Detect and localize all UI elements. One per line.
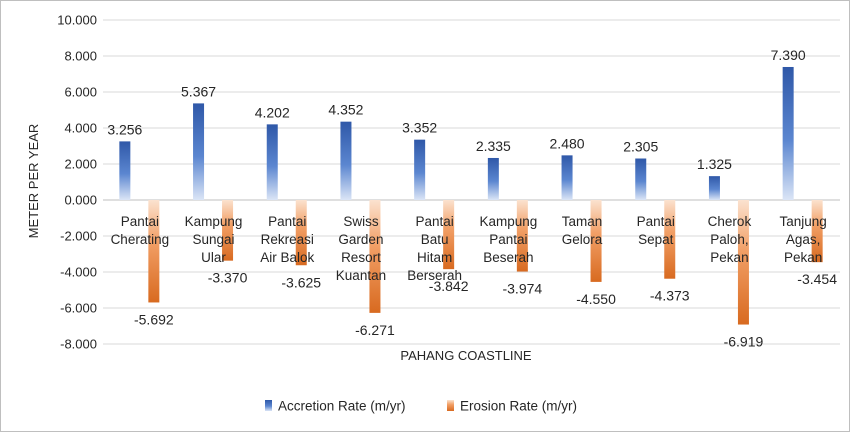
erosion-bar bbox=[590, 200, 602, 282]
erosion-data-label: -3.454 bbox=[797, 271, 837, 287]
category-label: Pantai Sepat bbox=[637, 214, 675, 247]
legend-label: Erosion Rate (m/yr) bbox=[460, 399, 577, 414]
accretion-data-label: 2.305 bbox=[623, 139, 658, 155]
data-labels: 3.256 -5.692 5.367 -3.370 4.202 -3.625 4.352 -6… bbox=[107, 47, 837, 350]
y-tick-label: 8.000 bbox=[64, 49, 97, 64]
legend-swatch bbox=[265, 400, 272, 411]
accretion-bar bbox=[487, 157, 499, 200]
accretion-bar bbox=[414, 139, 426, 200]
accretion-bar bbox=[708, 176, 720, 200]
y-tick-label: 4.000 bbox=[64, 121, 97, 136]
category-label: Kampung Pantai Beserah bbox=[479, 214, 537, 265]
category-label: Pantai Cherating bbox=[111, 214, 170, 247]
category-label: Taman Gelora bbox=[562, 214, 603, 247]
accretion-data-label: 4.202 bbox=[255, 104, 290, 120]
erosion-bar bbox=[295, 200, 307, 266]
erosion-data-label: -5.692 bbox=[134, 311, 174, 327]
accretion-bar bbox=[266, 124, 278, 200]
bars bbox=[119, 66, 823, 325]
y-tick-label: -2.000 bbox=[60, 229, 97, 244]
erosion-data-label: -3.842 bbox=[429, 278, 469, 294]
legend-swatch bbox=[447, 400, 454, 411]
accretion-bar bbox=[635, 158, 647, 200]
erosion-data-label: -4.550 bbox=[576, 291, 616, 307]
accretion-bar bbox=[193, 103, 205, 200]
legend: Accretion Rate (m/yr) Erosion Rate (m/yr) bbox=[265, 399, 577, 414]
gridlines bbox=[103, 19, 840, 345]
y-tick-label: -6.000 bbox=[60, 301, 97, 316]
x-axis-title: PAHANG COASTLINE bbox=[400, 348, 532, 363]
erosion-data-label: -6.271 bbox=[355, 322, 395, 338]
y-tick-label: 0.000 bbox=[64, 193, 97, 208]
erosion-bar bbox=[811, 200, 823, 263]
legend-item-erosion: Erosion Rate (m/yr) bbox=[447, 399, 577, 414]
accretion-data-label: 2.480 bbox=[550, 135, 585, 151]
accretion-data-label: 2.335 bbox=[476, 138, 511, 154]
accretion-data-label: 4.352 bbox=[328, 102, 363, 118]
accretion-bar bbox=[119, 141, 131, 200]
category-label: Pantai Batu Hitam Berserah bbox=[407, 214, 462, 283]
category-labels: Pantai Cherating Kampung Sungai Ular Pantai Re… bbox=[111, 214, 827, 283]
erosion-bar bbox=[443, 200, 455, 270]
legend-label: Accretion Rate (m/yr) bbox=[278, 399, 406, 414]
erosion-bar bbox=[148, 200, 160, 303]
erosion-data-label: -3.625 bbox=[281, 274, 321, 290]
accretion-data-label: 3.352 bbox=[402, 120, 437, 136]
erosion-bar bbox=[369, 200, 381, 313]
accretion-data-label: 7.390 bbox=[771, 47, 806, 63]
accretion-data-label: 1.325 bbox=[697, 156, 732, 172]
y-tick-label: 6.000 bbox=[64, 85, 97, 100]
accretion-bar bbox=[340, 121, 352, 200]
erosion-bar bbox=[664, 200, 676, 279]
y-tick-label: -4.000 bbox=[60, 265, 97, 280]
accretion-data-label: 5.367 bbox=[181, 83, 216, 99]
accretion-bar bbox=[561, 155, 573, 200]
category-label: Kampung Sungai Ular bbox=[185, 214, 243, 265]
accretion-bar bbox=[782, 66, 794, 200]
accretion-data-label: 3.256 bbox=[107, 121, 142, 137]
y-tick-label: 2.000 bbox=[64, 157, 97, 172]
category-label: Swiss Garden Resort Kuantan bbox=[336, 214, 386, 283]
category-label: Cherok Paloh, Pekan bbox=[708, 214, 752, 265]
erosion-bar bbox=[737, 200, 749, 325]
erosion-data-label: -6.919 bbox=[724, 334, 764, 350]
y-tick-labels: 10.000 8.000 6.000 4.000 2.000 0.000 -2.000 -4.… bbox=[57, 13, 97, 352]
erosion-bar bbox=[222, 200, 234, 261]
erosion-data-label: -3.370 bbox=[208, 270, 248, 286]
y-axis-title: METER PER YEAR bbox=[26, 124, 41, 239]
legend-item-accretion: Accretion Rate (m/yr) bbox=[265, 399, 406, 414]
erosion-data-label: -4.373 bbox=[650, 288, 690, 304]
category-label: Tanjung Agas, Pekan bbox=[780, 214, 827, 265]
y-tick-label: 10.000 bbox=[57, 13, 97, 28]
y-tick-label: -8.000 bbox=[60, 337, 97, 352]
erosion-bar bbox=[516, 200, 528, 272]
category-label: Pantai Rekreasi Air Balok bbox=[260, 214, 314, 265]
erosion-data-label: -3.974 bbox=[502, 281, 542, 297]
